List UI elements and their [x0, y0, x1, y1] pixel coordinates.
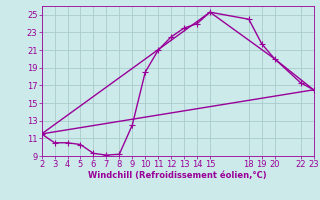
X-axis label: Windchill (Refroidissement éolien,°C): Windchill (Refroidissement éolien,°C) [88, 171, 267, 180]
